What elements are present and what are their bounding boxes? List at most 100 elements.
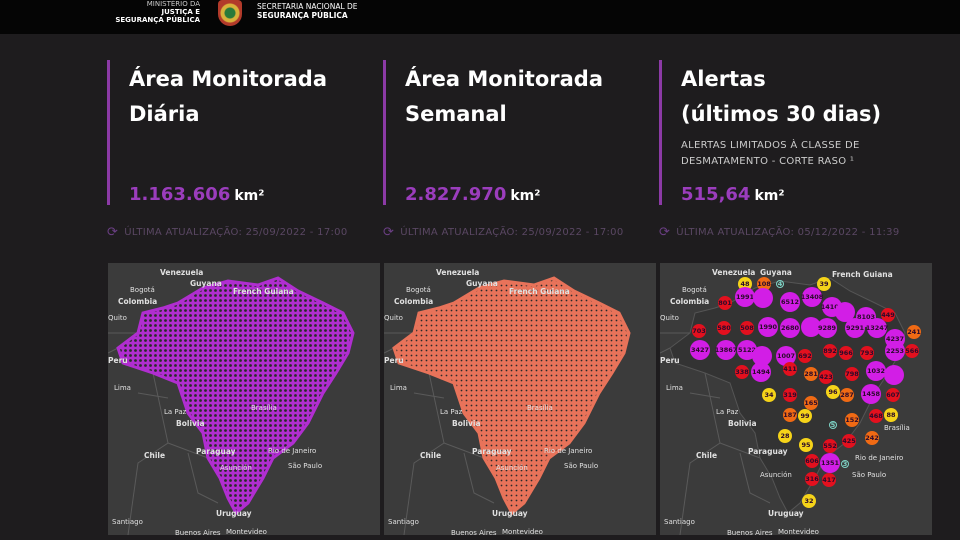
alert-cluster[interactable] — [801, 317, 821, 337]
alert-cluster[interactable]: 39 — [817, 277, 831, 291]
alert-cluster[interactable]: 793 — [860, 346, 874, 360]
cluster-marker[interactable] — [845, 367, 859, 381]
map-alerts[interactable]: Venezuela Bogotá Colombia Guyana French Guia… — [660, 263, 932, 535]
cluster-marker[interactable] — [758, 317, 778, 337]
alert-cluster[interactable]: 95 — [799, 438, 813, 452]
alert-cluster[interactable]: 468 — [869, 409, 883, 423]
cluster-marker[interactable] — [826, 385, 840, 399]
alert-cluster[interactable]: 606 — [805, 454, 819, 468]
alert-cluster[interactable]: 96 — [826, 385, 840, 399]
cluster-marker[interactable] — [805, 454, 819, 468]
alert-cluster[interactable]: 1990 — [758, 317, 778, 337]
cluster-marker[interactable] — [778, 429, 792, 443]
cluster-marker[interactable] — [802, 494, 816, 508]
alert-cluster[interactable]: 508 — [740, 321, 754, 335]
cluster-marker[interactable] — [780, 292, 800, 312]
cluster-marker[interactable] — [718, 296, 732, 310]
cluster-marker[interactable] — [751, 362, 771, 382]
cluster-marker[interactable] — [783, 408, 797, 422]
cluster-marker[interactable] — [867, 318, 887, 338]
alert-cluster[interactable]: 5 — [829, 421, 837, 429]
cluster-marker[interactable] — [737, 340, 757, 360]
cluster-marker[interactable] — [905, 344, 919, 358]
cluster-marker[interactable] — [690, 340, 710, 360]
cluster-marker[interactable] — [884, 408, 898, 422]
alert-cluster[interactable]: 319 — [783, 388, 797, 402]
cluster-marker[interactable] — [820, 453, 840, 473]
alert-cluster[interactable] — [752, 346, 772, 366]
alert-cluster[interactable]: 9289 — [817, 318, 837, 338]
alert-cluster[interactable]: 338 — [735, 365, 749, 379]
alert-cluster[interactable]: 411 — [783, 362, 797, 376]
cluster-marker[interactable] — [822, 473, 836, 487]
cluster-marker[interactable] — [798, 349, 812, 363]
alert-cluster[interactable]: 242 — [865, 431, 879, 445]
alert-cluster[interactable]: 3427 — [690, 340, 710, 360]
alert-cluster[interactable]: 3 — [841, 460, 849, 468]
cluster-marker[interactable] — [776, 346, 796, 366]
alert-cluster[interactable]: 425 — [842, 434, 856, 448]
alert-cluster[interactable]: 5122 — [737, 340, 757, 360]
cluster-marker[interactable] — [752, 346, 772, 366]
alert-cluster[interactable]: 801 — [718, 296, 732, 310]
alert-cluster[interactable]: 13867 — [715, 340, 738, 360]
cluster-marker[interactable] — [865, 431, 879, 445]
cluster-marker[interactable] — [860, 346, 874, 360]
cluster-marker[interactable] — [780, 318, 800, 338]
cluster-marker[interactable] — [801, 317, 821, 337]
cluster-marker[interactable] — [839, 346, 853, 360]
alert-cluster[interactable]: 1991 — [735, 287, 755, 307]
cluster-marker[interactable] — [823, 344, 837, 358]
alert-cluster[interactable]: 1007 — [776, 346, 796, 366]
alert-cluster[interactable]: 417 — [822, 473, 836, 487]
alert-cluster[interactable]: 607 — [886, 388, 900, 402]
alert-cluster[interactable]: 99 — [798, 409, 812, 423]
alert-cluster[interactable]: 28 — [778, 429, 792, 443]
alert-cluster[interactable]: 449 — [881, 308, 895, 322]
alert-cluster[interactable]: 316 — [805, 472, 819, 486]
alert-cluster[interactable]: 165 — [804, 396, 818, 410]
cluster-marker[interactable] — [735, 365, 749, 379]
alert-cluster[interactable]: 287 — [840, 388, 854, 402]
cluster-marker[interactable] — [735, 287, 755, 307]
alert-cluster[interactable]: 423 — [819, 370, 833, 384]
alert-cluster[interactable]: 966 — [839, 346, 853, 360]
cluster-marker[interactable] — [805, 472, 819, 486]
alert-cluster[interactable] — [884, 365, 904, 385]
cluster-marker[interactable] — [829, 421, 837, 429]
cluster-marker[interactable] — [845, 413, 859, 427]
map-daily[interactable]: Venezuela Bogotá Colombia Guyana French Guia… — [108, 263, 380, 535]
cluster-marker[interactable] — [841, 460, 849, 468]
alert-cluster[interactable]: 187 — [783, 408, 797, 422]
alert-cluster[interactable]: 4 — [776, 280, 784, 288]
alert-cluster[interactable]: 552 — [823, 439, 837, 453]
alert-cluster[interactable]: 2680 — [780, 318, 800, 338]
alert-cluster[interactable]: 13247 — [866, 318, 889, 338]
cluster-marker[interactable] — [762, 388, 776, 402]
cluster-marker[interactable] — [799, 438, 813, 452]
cluster-marker[interactable] — [861, 384, 881, 404]
cluster-marker[interactable] — [757, 277, 771, 291]
cluster-marker[interactable] — [842, 434, 856, 448]
cluster-marker[interactable] — [886, 388, 900, 402]
alert-cluster[interactable]: 1351 — [820, 453, 840, 473]
alert-cluster[interactable]: 152 — [845, 413, 859, 427]
cluster-marker[interactable] — [776, 280, 784, 288]
cluster-marker[interactable] — [869, 409, 883, 423]
alert-cluster[interactable]: 692 — [798, 349, 812, 363]
alert-cluster[interactable]: 108 — [757, 277, 771, 291]
cluster-marker[interactable] — [802, 287, 822, 307]
cluster-marker[interactable] — [840, 388, 854, 402]
cluster-marker[interactable] — [885, 341, 905, 361]
cluster-marker[interactable] — [835, 302, 855, 322]
cluster-marker[interactable] — [740, 321, 754, 335]
cluster-marker[interactable] — [692, 324, 706, 338]
alert-cluster[interactable]: 6512 — [780, 292, 800, 312]
cluster-marker[interactable] — [798, 409, 812, 423]
alert-cluster[interactable]: 9291 — [845, 318, 865, 338]
cluster-marker[interactable] — [716, 340, 736, 360]
alert-cluster[interactable]: 580 — [717, 321, 731, 335]
alert-cluster[interactable]: 34 — [762, 388, 776, 402]
cluster-marker[interactable] — [738, 277, 752, 291]
alert-cluster[interactable]: 13408 — [801, 287, 824, 307]
